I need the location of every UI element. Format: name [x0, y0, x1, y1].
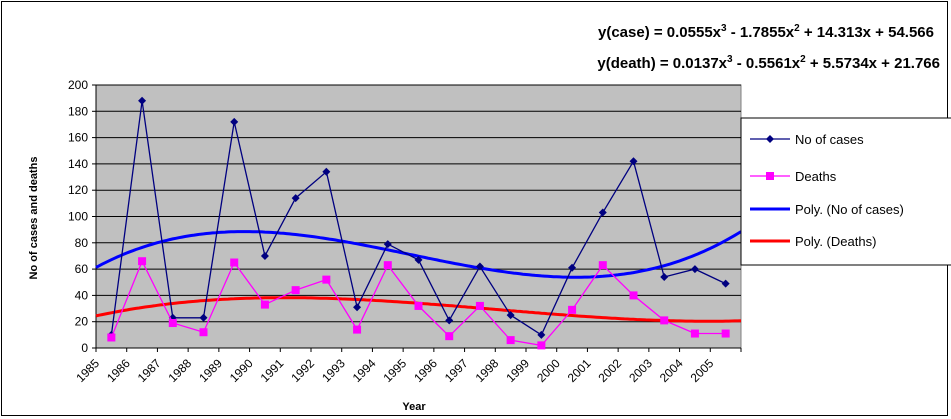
- y-tick-label: 20: [75, 315, 89, 329]
- legend-cases-marker: [766, 135, 774, 143]
- cases-point: [629, 157, 638, 166]
- legend-deaths-marker: [766, 172, 774, 180]
- y-tick-label: 200: [68, 78, 88, 92]
- deaths-point: [230, 258, 239, 267]
- deaths-point: [537, 341, 546, 350]
- cases-point: [383, 240, 392, 249]
- cases-point: [506, 311, 515, 320]
- legend: No of cases Deaths Poly. (No of cases) Poly…: [740, 117, 951, 266]
- cases-point: [353, 303, 362, 312]
- cases-point: [138, 96, 147, 105]
- y-tick-label: 60: [75, 262, 89, 276]
- x-tick-label: 2000: [534, 356, 563, 385]
- cases-point: [230, 117, 239, 126]
- deaths-point: [322, 275, 331, 284]
- deaths-point: [168, 319, 177, 328]
- y-tick-label: 180: [68, 104, 88, 118]
- cases-point: [475, 262, 484, 271]
- x-tick-label: 1998: [473, 356, 502, 385]
- y-tick-label: 0: [81, 341, 88, 355]
- case-equation: y(case) = 0.0555x3 - 1.7855x2 + 14.313x …: [598, 23, 934, 41]
- cases-point: [199, 313, 208, 322]
- legend-cases-trend-label: Poly. (No of cases): [795, 202, 904, 217]
- deaths-point: [568, 305, 577, 314]
- cases-point: [660, 272, 669, 281]
- deaths-point: [260, 300, 269, 309]
- x-tick-label: 1999: [503, 356, 532, 385]
- deaths-point: [353, 325, 362, 334]
- x-tick-label: 1994: [350, 356, 379, 385]
- x-tick-label: 2003: [626, 356, 655, 385]
- y-tick-label: 40: [75, 288, 89, 302]
- deaths-point: [383, 261, 392, 270]
- y-tick-label: 80: [75, 236, 89, 250]
- x-tick-label: 1993: [319, 356, 348, 385]
- legend-deaths-label: Deaths: [795, 169, 837, 184]
- deaths-point: [598, 261, 607, 270]
- cases-point: [721, 279, 730, 288]
- cases-point: [414, 255, 423, 264]
- legend-cases-label: No of cases: [795, 132, 864, 147]
- deaths-point: [660, 316, 669, 325]
- x-tick-label: 2002: [595, 356, 624, 385]
- deaths-point: [445, 332, 454, 341]
- cases-point: [445, 316, 454, 325]
- x-tick-label: 2004: [657, 356, 686, 385]
- x-tick-label: 1989: [196, 356, 225, 385]
- x-tick-label: 2001: [565, 356, 594, 385]
- y-tick-label: 140: [68, 157, 88, 171]
- x-tick-label: 1992: [288, 356, 317, 385]
- deaths-point: [475, 301, 484, 310]
- x-tick-label: 1985: [73, 356, 102, 385]
- deaths-point: [291, 286, 300, 295]
- cases-point: [322, 167, 331, 176]
- death-equation: y(death) = 0.0137x3 - 0.5561x2 + 5.5734x…: [597, 54, 940, 72]
- cases-point: [598, 208, 607, 217]
- cases-point: [568, 263, 577, 272]
- x-tick-label: 1997: [442, 356, 471, 385]
- cases-point: [537, 330, 546, 339]
- deaths-point: [199, 328, 208, 337]
- y-tick-label: 160: [68, 131, 88, 145]
- x-tick-label: 1987: [135, 356, 164, 385]
- cases-point: [690, 265, 699, 274]
- deaths-point: [506, 336, 515, 345]
- y-tick-label: 120: [68, 183, 88, 197]
- x-axis-title: Year: [402, 401, 426, 413]
- x-tick-label: 1995: [380, 356, 409, 385]
- x-tick-label: 2005: [688, 356, 717, 385]
- legend-deaths-trend-label: Poly. (Deaths): [795, 234, 876, 249]
- x-tick-label: 1986: [104, 356, 133, 385]
- cases-point: [291, 194, 300, 203]
- cases-point: [260, 251, 269, 260]
- x-tick-label: 1991: [258, 356, 287, 385]
- y-tick-label: 100: [68, 210, 88, 224]
- x-tick-label: 1996: [411, 356, 440, 385]
- deaths-point: [414, 301, 423, 310]
- deaths-point: [629, 291, 638, 300]
- y-axis-title: No of cases and deaths: [28, 157, 40, 280]
- x-tick-label: 1988: [165, 356, 194, 385]
- x-tick-label: 1990: [227, 356, 256, 385]
- deaths-point: [138, 257, 147, 266]
- deaths-point: [690, 329, 699, 338]
- deaths-point: [107, 333, 116, 342]
- deaths-point: [721, 329, 730, 338]
